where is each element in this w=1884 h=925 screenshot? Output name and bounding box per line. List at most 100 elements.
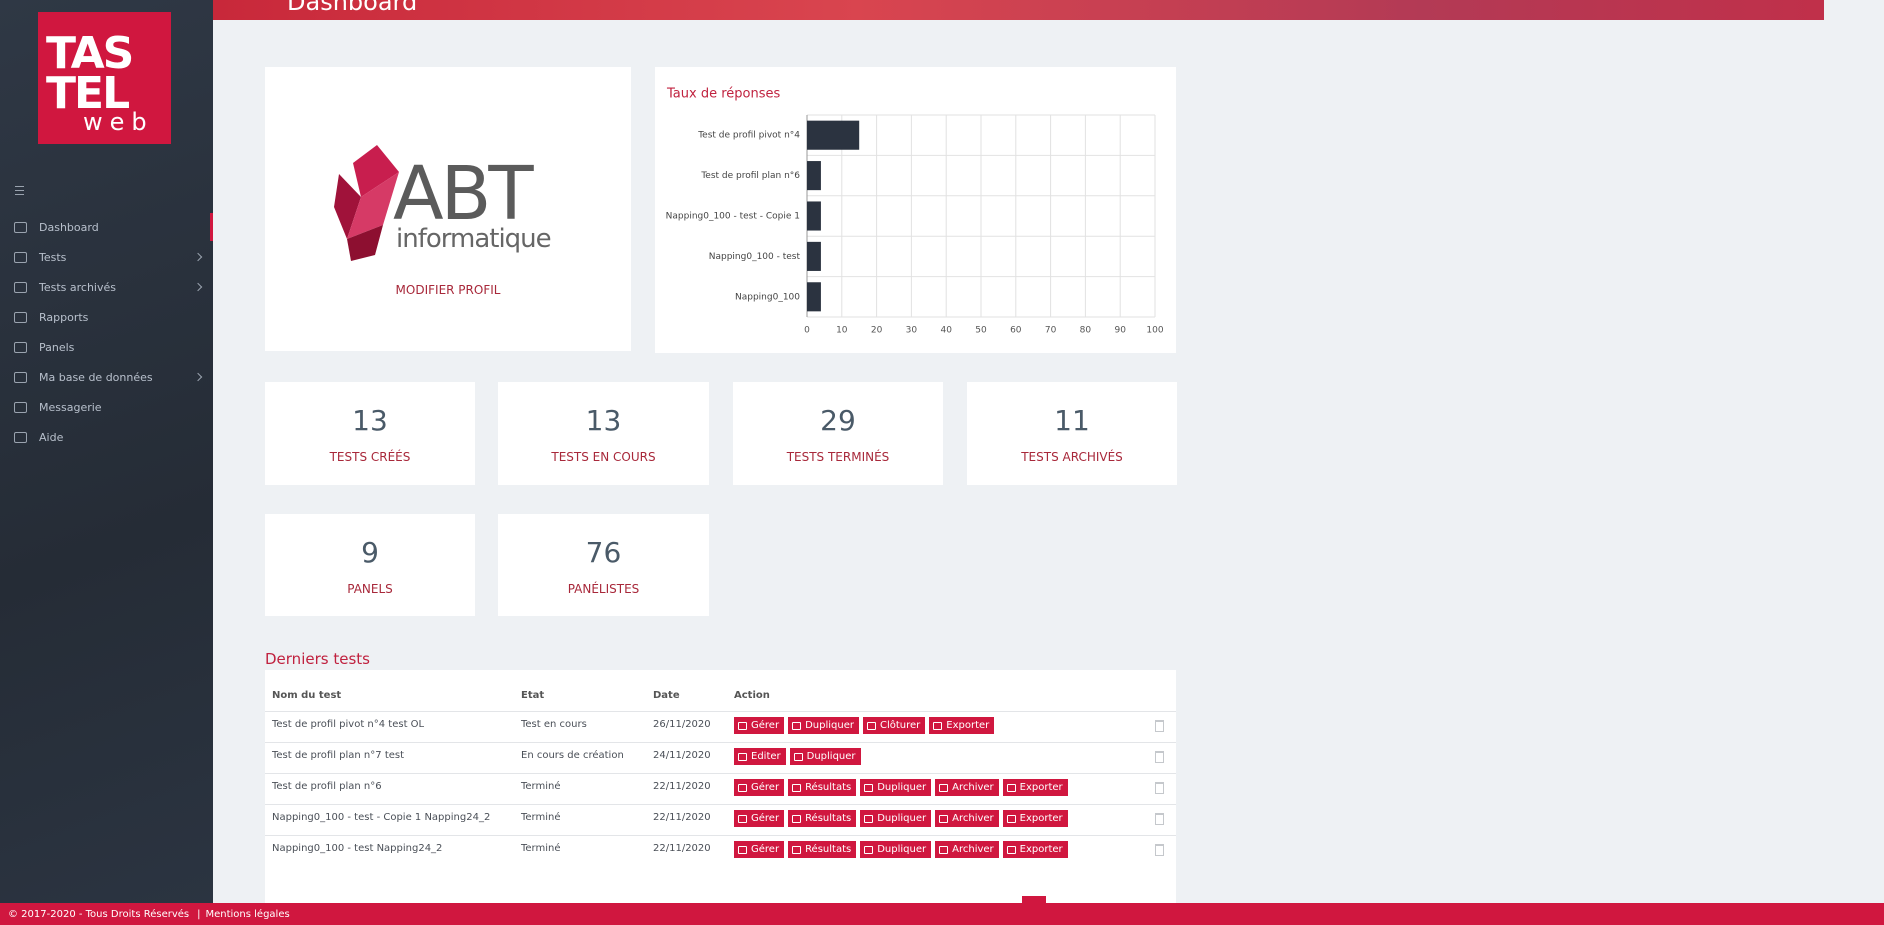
stat-value: 9: [361, 536, 379, 569]
menu-item[interactable]: Ma base de données: [0, 363, 213, 391]
table-cell: 22/11/2020: [653, 812, 711, 823]
stat-label: TESTS TERMINÉS: [786, 450, 890, 464]
actions: Gérer Résultats Dupliquer Archiver Exporter: [734, 779, 1068, 796]
stat-card[interactable]: 13 TESTS CRÉÉS: [265, 382, 475, 485]
action-button[interactable]: Gérer: [734, 841, 785, 858]
actions: Gérer Résultats Dupliquer Archiver Exporter: [734, 810, 1068, 827]
action-button[interactable]: Gérer: [734, 810, 785, 827]
stat-label: TESTS ARCHIVÉS: [1021, 450, 1123, 464]
action-button[interactable]: Dupliquer: [789, 748, 861, 765]
delete-icon[interactable]: [1155, 844, 1164, 856]
row-divider: [265, 804, 1176, 805]
table-cell: 22/11/2020: [653, 781, 711, 792]
delete-icon[interactable]: [1155, 813, 1164, 825]
column-header: Date: [653, 690, 680, 701]
action-button[interactable]: Dupliquer: [860, 810, 932, 827]
action-button[interactable]: Exporter: [929, 717, 995, 734]
stat-value: 13: [352, 404, 388, 437]
stat-card[interactable]: 29 TESTS TERMINÉS: [733, 382, 943, 485]
logo-text: web: [83, 108, 154, 136]
logo-text: ABT: [393, 151, 534, 237]
action-button[interactable]: Gérer: [734, 779, 785, 796]
profile-card: ABT informatique MODIFIER PROFIL: [265, 67, 631, 351]
menu-item[interactable]: Tests archivés: [0, 273, 213, 301]
bar: [807, 161, 821, 191]
delete-icon[interactable]: [1155, 751, 1164, 763]
menu-item[interactable]: Rapports: [0, 303, 213, 331]
action-button[interactable]: Résultats: [788, 810, 857, 827]
chevron: [193, 252, 203, 262]
menu-label: Messagerie: [39, 400, 102, 414]
menu-item[interactable]: Tests: [0, 243, 213, 271]
chart-title: Taux de réponses: [666, 87, 780, 102]
row-divider: [265, 742, 1176, 743]
menu-icon: [14, 341, 27, 353]
action-button[interactable]: Archiver: [935, 779, 999, 796]
action-button[interactable]: Exporter: [1002, 841, 1068, 858]
menu-item[interactable]: Aide: [0, 423, 213, 451]
actions: Editer Dupliquer: [734, 748, 861, 765]
stat-label: TESTS EN COURS: [551, 450, 656, 464]
separator: |: [197, 908, 201, 920]
chart: Taux de réponses 0 10 20 30 40 50 60 70 80 90 100 T…: [666, 87, 1164, 336]
edit-profile-link[interactable]: MODIFIER PROFIL: [395, 283, 501, 297]
y-tick-label: Test de profil pivot n°4: [697, 131, 800, 141]
y-tick-label: Napping0_100 - test: [709, 252, 801, 262]
menu-label: Ma base de données: [39, 370, 153, 384]
action-button[interactable]: Archiver: [935, 841, 999, 858]
delete-icon[interactable]: [1155, 720, 1164, 732]
action-button[interactable]: Clôturer: [862, 717, 926, 734]
stat-label: PANÉLISTES: [567, 582, 640, 596]
menu-icon: [14, 371, 27, 383]
action-button[interactable]: Dupliquer: [788, 717, 859, 734]
stat-card[interactable]: 9 PANELS: [265, 514, 475, 616]
actions: Gérer Résultats Dupliquer Archiver Exporter: [734, 841, 1068, 858]
bar: [807, 120, 860, 150]
table-cell: Test de profil plan n°6: [272, 781, 382, 792]
company-logo: ABT informatique: [334, 145, 552, 261]
stat-card[interactable]: 13 TESTS EN COURS: [498, 382, 709, 485]
menu-toggle[interactable]: [15, 186, 24, 195]
actions: Gérer Dupliquer Clôturer Exporter: [734, 717, 995, 734]
legal-link[interactable]: Mentions légales: [205, 908, 290, 920]
x-tick-label: 60: [1010, 326, 1022, 336]
table-cell: 22/11/2020: [653, 843, 711, 854]
y-tick-label: Test de profil plan n°6: [700, 171, 800, 181]
menu-item[interactable]: Panels: [0, 333, 213, 361]
menu-label: Rapports: [39, 310, 89, 324]
menu-icon: [14, 401, 27, 413]
action-button[interactable]: Dupliquer: [860, 841, 932, 858]
table-cell: En cours de création: [521, 750, 624, 761]
stat-value: 29: [820, 404, 856, 437]
action-button[interactable]: Archiver: [935, 810, 999, 827]
row-divider: [265, 711, 1176, 712]
copyright: © 2017-2020 - Tous Droits Réservés: [8, 908, 190, 920]
x-tick-label: 20: [871, 326, 883, 336]
menu-icon: [14, 311, 27, 323]
action-button[interactable]: Résultats: [788, 779, 857, 796]
x-tick-label: 90: [1114, 326, 1126, 336]
chart-card: Taux de réponses 0 10 20 30 40 50 60 70 80 90 100 T…: [655, 67, 1176, 353]
action-button[interactable]: Gérer: [734, 717, 785, 734]
menu-item[interactable]: Messagerie: [0, 393, 213, 421]
bar: [807, 241, 821, 271]
delete-icon[interactable]: [1155, 782, 1164, 794]
menu-icon: [14, 281, 27, 293]
bar: [807, 282, 821, 312]
action-button[interactable]: Dupliquer: [860, 779, 932, 796]
logo[interactable]: TAS TEL web: [38, 12, 171, 144]
action-button[interactable]: Exporter: [1002, 779, 1068, 796]
column-header: Action: [734, 690, 770, 701]
column-header: Etat: [521, 690, 545, 701]
action-button[interactable]: Résultats: [788, 841, 857, 858]
stat-card[interactable]: 11 TESTS ARCHIVÉS: [967, 382, 1177, 485]
stat-value: 13: [585, 404, 622, 437]
action-button[interactable]: Editer: [734, 748, 786, 765]
x-tick-label: 80: [1080, 326, 1092, 336]
stat-card[interactable]: 76 PANÉLISTES: [498, 514, 709, 616]
bar: [807, 201, 821, 231]
action-button[interactable]: Exporter: [1002, 810, 1068, 827]
menu-item[interactable]: Dashboard: [0, 213, 213, 241]
chevron: [193, 282, 203, 292]
